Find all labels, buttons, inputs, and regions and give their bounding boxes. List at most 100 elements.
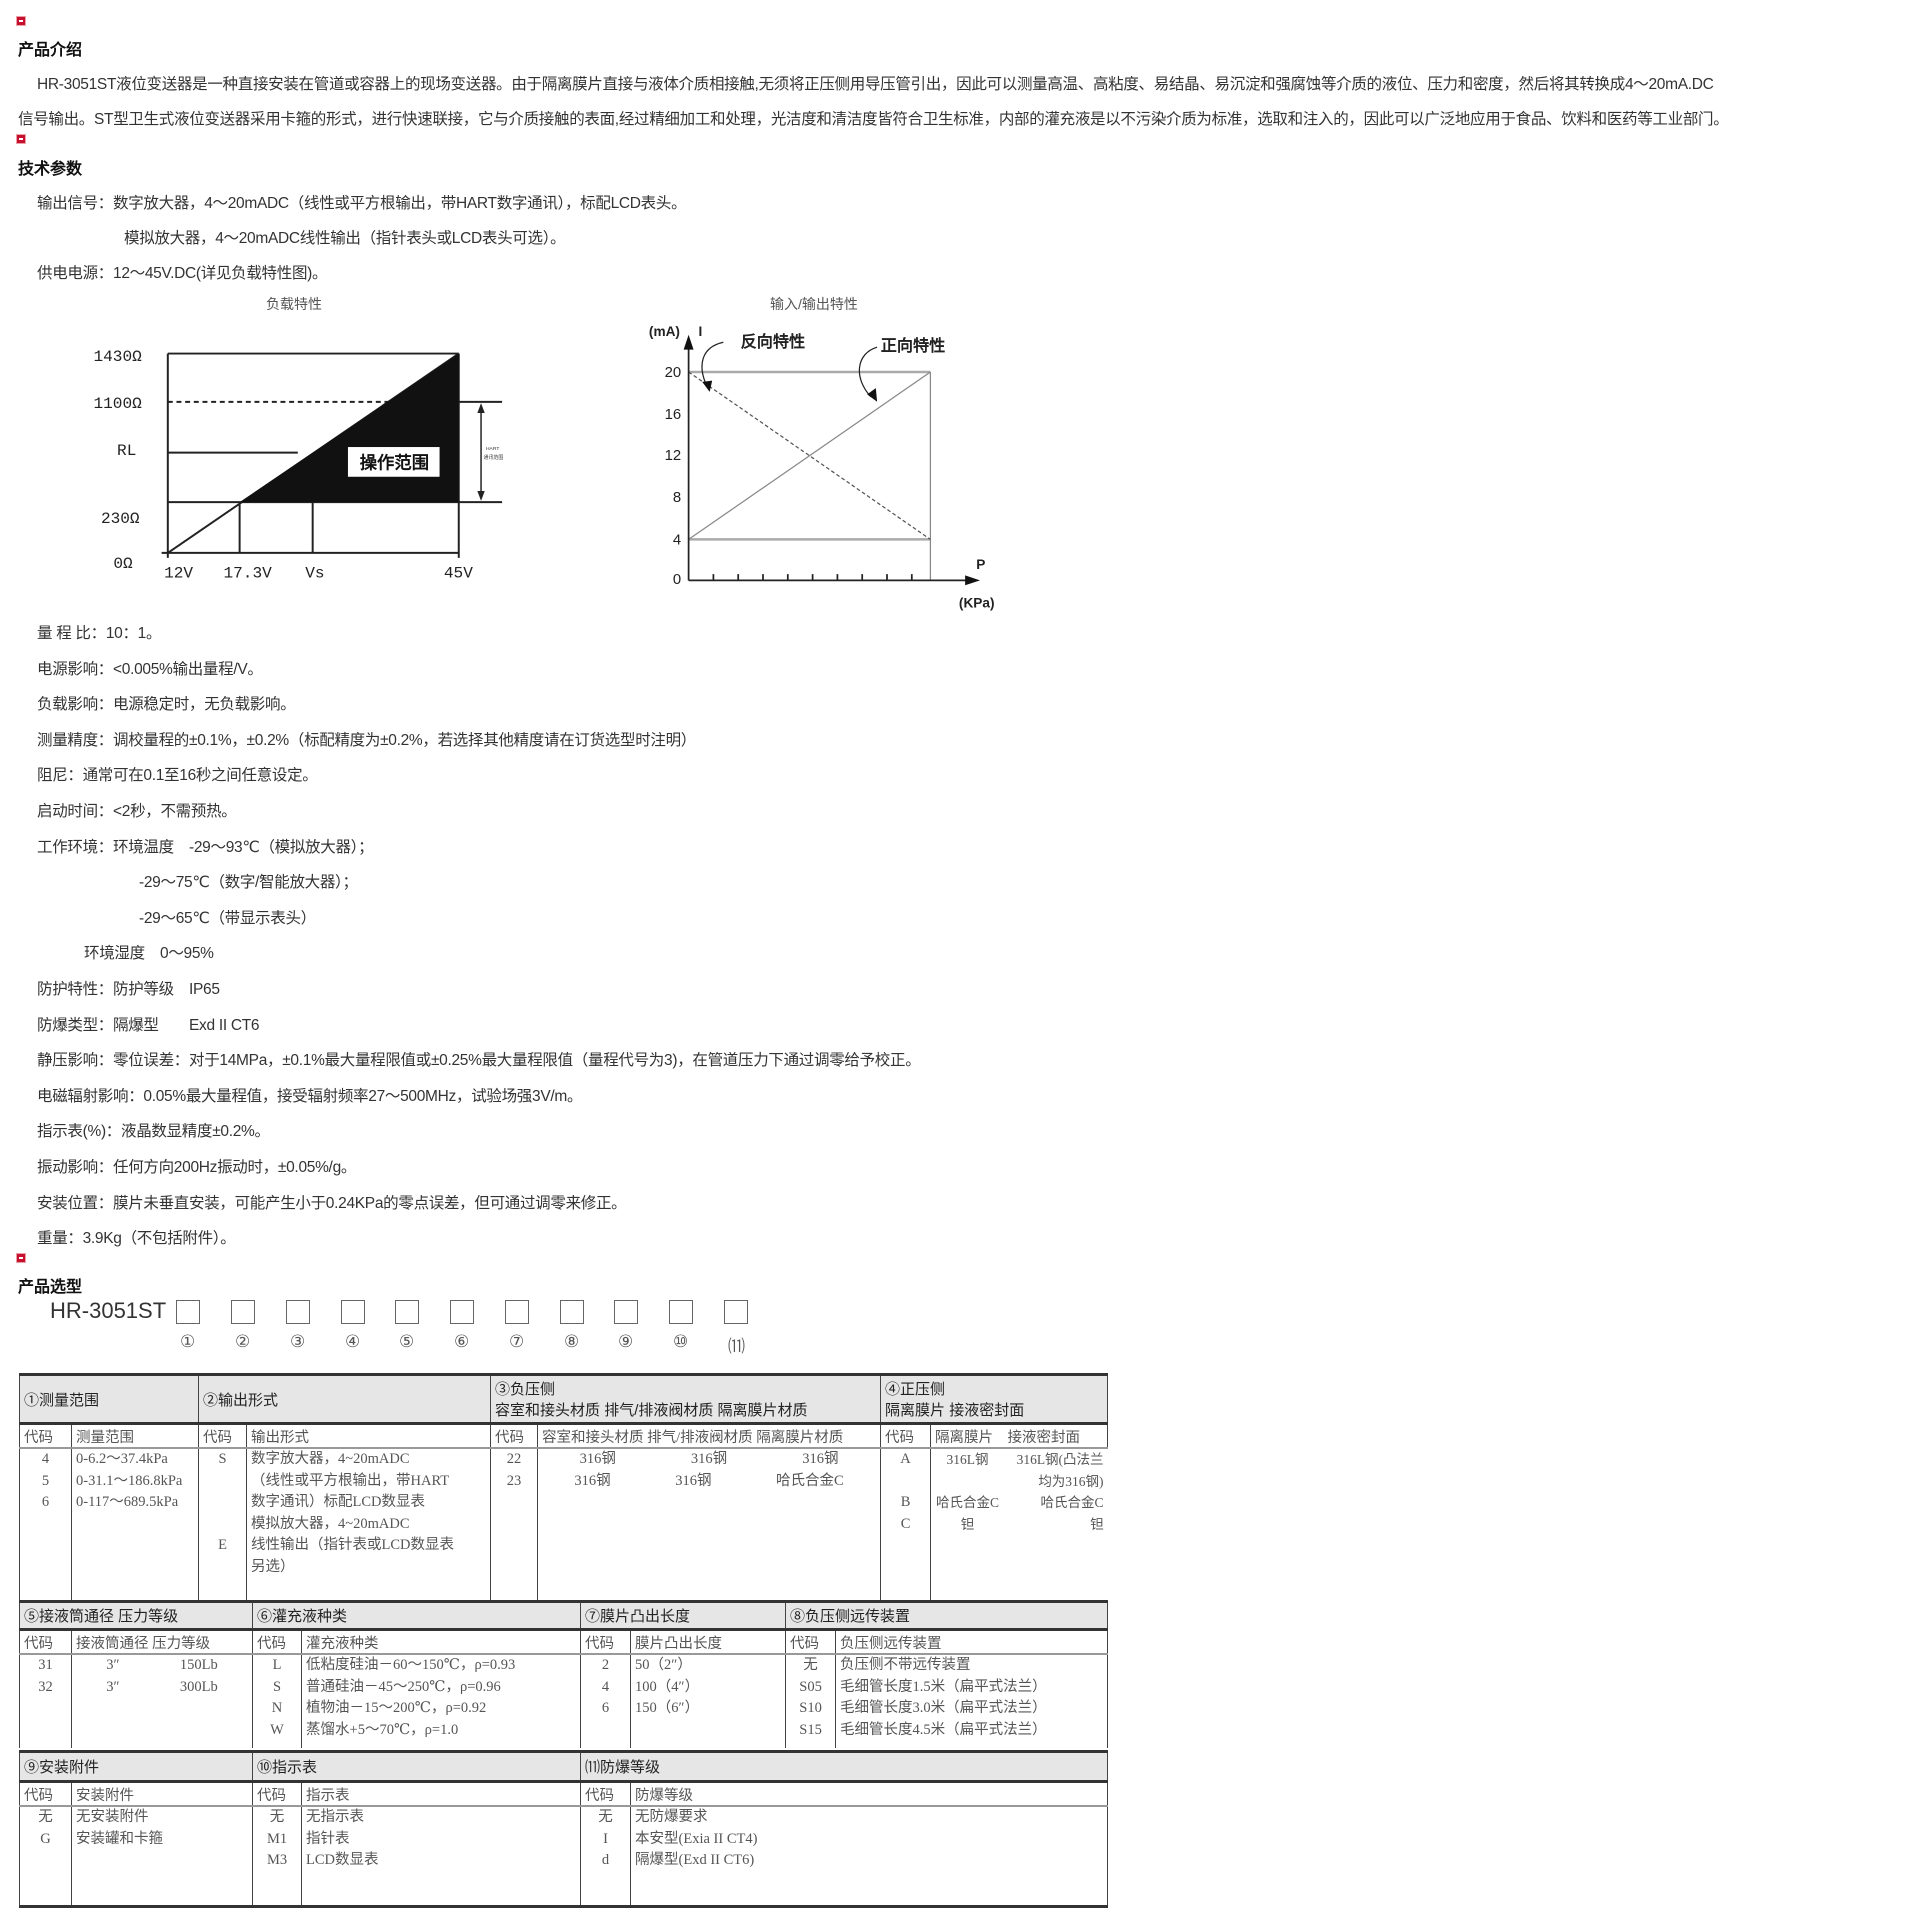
y-label-rl: RL bbox=[117, 442, 136, 460]
intro-line-2: 信号输出。ST型卫生式液位变送器采用卡箍的形式，进行快速联接，它与介质接触的表面… bbox=[18, 111, 1729, 128]
code-box-11 bbox=[724, 1300, 748, 1324]
s1-values: 0-6.2～37.4kPa 0-31.1～186.8kPa 0-117～689.… bbox=[70, 1448, 200, 1601]
hart-range-label: 通讯范围 bbox=[484, 454, 504, 461]
y-tick-16: 16 bbox=[665, 407, 682, 423]
spec-line: 防爆类型：隔爆型 Exd II CT6 bbox=[37, 1016, 260, 1034]
section-bullet-icon bbox=[16, 16, 26, 26]
s6-title: ⑥灌充液种类 bbox=[252, 1600, 582, 1631]
position-number: ③ bbox=[290, 1332, 306, 1352]
y-tick-4: 4 bbox=[673, 532, 681, 548]
model-prefix: HR-3051ST bbox=[50, 1298, 167, 1323]
s6-codes: L S N W bbox=[252, 1654, 303, 1748]
s5-codes: 31 32 bbox=[19, 1654, 72, 1748]
forward-line bbox=[688, 371, 931, 540]
s7-codes: 2 4 6 bbox=[580, 1654, 632, 1748]
code-box-3 bbox=[286, 1300, 310, 1324]
section-bullet-icon bbox=[16, 134, 26, 144]
x-label-12v: 12V bbox=[164, 565, 193, 583]
y-tick-8: 8 bbox=[673, 490, 681, 506]
output-signal-line-1: 输出信号：数字放大器，4～20mADC（线性或平方根输出，带HART数字通讯），… bbox=[37, 195, 687, 212]
forward-label: 正向特性 bbox=[881, 336, 945, 355]
y-label-230: 230Ω bbox=[101, 510, 140, 528]
code-box-6 bbox=[450, 1300, 474, 1324]
code-box-4 bbox=[341, 1300, 365, 1324]
s3-values: 316钢 316钢 316钢 316钢 316钢 哈氏合金C bbox=[537, 1448, 882, 1601]
y-tick-12: 12 bbox=[665, 448, 682, 464]
spec-line: 防护特性：防护等级 IP65 bbox=[37, 981, 220, 998]
code-box-1 bbox=[176, 1300, 200, 1324]
spec-line: 电源影响：<0.005%输出量程/V。 bbox=[37, 660, 263, 678]
code-box-9 bbox=[614, 1300, 638, 1324]
intro-heading: 产品介绍 bbox=[18, 42, 83, 59]
s4-codes: A B C bbox=[880, 1448, 932, 1601]
x-label-17v: 17.3V bbox=[224, 565, 273, 583]
s2-codes: S E bbox=[198, 1448, 248, 1601]
s10-values: 无指示表 指针表 LCD数显表 bbox=[301, 1806, 582, 1906]
load-chart-title: 负载特性 bbox=[266, 296, 322, 312]
s9-codes: 无 G bbox=[19, 1806, 72, 1906]
s3-title: ③负压侧 容室和接头材质 排气/排液阀材质 隔离膜片材质 bbox=[490, 1373, 882, 1425]
spec-line: 静压影响：零位误差：对于14MPa，±0.1%最大量程限值或±0.25%最大量程… bbox=[37, 1052, 921, 1070]
section-bullet-icon bbox=[16, 1253, 26, 1263]
selection-table-3: ⑨安装附件 ⑩指示表 ⑾防爆等级 代码 安装附件 代码 指示表 代码 防爆等级 无 G… bbox=[18, 1750, 1109, 1908]
x-symbol: P bbox=[976, 557, 985, 572]
reverse-label: 反向特性 bbox=[741, 332, 805, 351]
s10-title: ⑩指示表 bbox=[252, 1750, 582, 1783]
operating-region bbox=[239, 353, 459, 503]
selection-table-1: ①测量范围 ②输出形式 ③负压侧 容室和接头材质 排气/排液阀材质 隔离膜片材质 … bbox=[18, 1373, 1109, 1601]
tech-heading: 技术参数 bbox=[18, 161, 83, 178]
selection-heading: 产品选型 bbox=[18, 1279, 83, 1296]
load-characteristic-chart: 操作范围 HART 通讯范围 1430Ω 1100Ω RL 230Ω 0Ω 12… bbox=[94, 348, 504, 583]
s2-values: 数字放大器，4~20mADC （线性或平方根输出，带HART 数字通讯）标配LC… bbox=[246, 1448, 492, 1601]
region-label: 操作范围 bbox=[360, 453, 429, 473]
s7-values: 50（2″） 100（4″） 150（6″） bbox=[630, 1654, 787, 1748]
hart-label: HART bbox=[486, 446, 499, 452]
spec-line: 环境湿度 0～95% bbox=[84, 945, 214, 963]
s2-title: ②输出形式 bbox=[198, 1373, 492, 1425]
y-label-1100: 1100Ω bbox=[94, 395, 143, 413]
reverse-line bbox=[688, 371, 931, 540]
s8-values: 负压侧不带远传装置 毛细管长度1.5米（扁平式法兰） 毛细管长度3.0米（扁平式… bbox=[835, 1654, 1109, 1748]
position-number: ① bbox=[180, 1332, 196, 1352]
x-unit: (KPa) bbox=[959, 596, 995, 611]
io-characteristic-chart: (mA) I 反向特性 正向特性 P (KPa) 20 16 12 8 4 0 bbox=[649, 324, 995, 611]
y-label-1430: 1430Ω bbox=[94, 348, 143, 366]
s4-values: 316L钢 哈氏合金C 钽 316L钢(凸法兰 均为316钢) 哈氏合金C 钽 bbox=[936, 1452, 1104, 1532]
s1-title: ①测量范围 bbox=[18, 1373, 200, 1425]
spec-line: 重量：3.9Kg（不包括附件）。 bbox=[37, 1230, 236, 1248]
s11-values: 无防爆要求 本安型(Exia II CT4) 隔爆型(Exd II CT6) bbox=[630, 1806, 1109, 1906]
code-box-2 bbox=[231, 1300, 255, 1324]
intro-line-1: HR-3051ST液位变送器是一种直接安装在管道或容器上的现场变送器。由于隔离膜… bbox=[37, 76, 1714, 93]
s11-codes: 无 I d bbox=[580, 1806, 632, 1906]
s1-codes: 4 5 6 bbox=[19, 1448, 72, 1601]
code-box-8 bbox=[560, 1300, 584, 1324]
x-label-vs: Vs bbox=[305, 565, 324, 583]
s7-title: ⑦膜片凸出长度 bbox=[580, 1600, 787, 1631]
s9-title: ⑨安装附件 bbox=[18, 1750, 254, 1783]
spec-line: 振动影响：任何方向200Hz振动时，±0.05%/g。 bbox=[37, 1159, 357, 1176]
spec-line: 工作环境：环境温度 -29～93℃（模拟放大器）； bbox=[37, 838, 374, 856]
position-number: ⑦ bbox=[509, 1332, 525, 1352]
spec-line: 安装位置：膜片未垂直安装，可能产生小于0.24KPa的零点误差，但可通过调零来修… bbox=[37, 1194, 627, 1212]
s8-title: ⑧负压侧远传装置 bbox=[785, 1600, 1109, 1631]
position-number: ② bbox=[235, 1332, 251, 1352]
s11-title: ⑾防爆等级 bbox=[580, 1750, 1109, 1783]
s5-values: 3″ 3″ 150Lb 300Lb bbox=[70, 1654, 254, 1748]
position-number: ⑾ bbox=[728, 1337, 745, 1357]
code-box-5 bbox=[395, 1300, 419, 1324]
s8-codes: 无 S05 S10 S15 bbox=[785, 1654, 837, 1748]
s5-title: ⑤接液筒通径 压力等级 bbox=[18, 1600, 254, 1631]
s10-codes: 无 M1 M3 bbox=[252, 1806, 303, 1906]
position-number: ⑧ bbox=[564, 1332, 580, 1352]
spec-line: 阻尼：通常可在0.1至16秒之间任意设定。 bbox=[37, 767, 318, 785]
spec-line: 电磁辐射影响：0.05%最大量程值，接受辐射频率27～500MHz，试验场强3V… bbox=[37, 1087, 583, 1105]
y-tick-0: 0 bbox=[673, 572, 681, 588]
code-box-7 bbox=[505, 1300, 529, 1324]
s9-values: 无安装附件 安装罐和卡箍 bbox=[70, 1806, 254, 1906]
spec-line: 测量精度：调校量程的±0.1%，±0.2%（标配精度为±0.2%，若选择其他精度… bbox=[37, 731, 697, 749]
s6-values: 低粘度硅油－60～150℃，ρ=0.93 普通硅油－45～250℃，ρ=0.96… bbox=[301, 1654, 582, 1748]
output-signal-line-2: 模拟放大器，4～20mADC线性输出（指针表头或LCD表头可选）。 bbox=[124, 230, 566, 247]
power-supply: 供电电源：12～45V.DC(详见负载特性图)。 bbox=[37, 265, 328, 282]
y-unit: (mA) bbox=[649, 324, 680, 339]
position-number: ⑩ bbox=[673, 1332, 689, 1352]
